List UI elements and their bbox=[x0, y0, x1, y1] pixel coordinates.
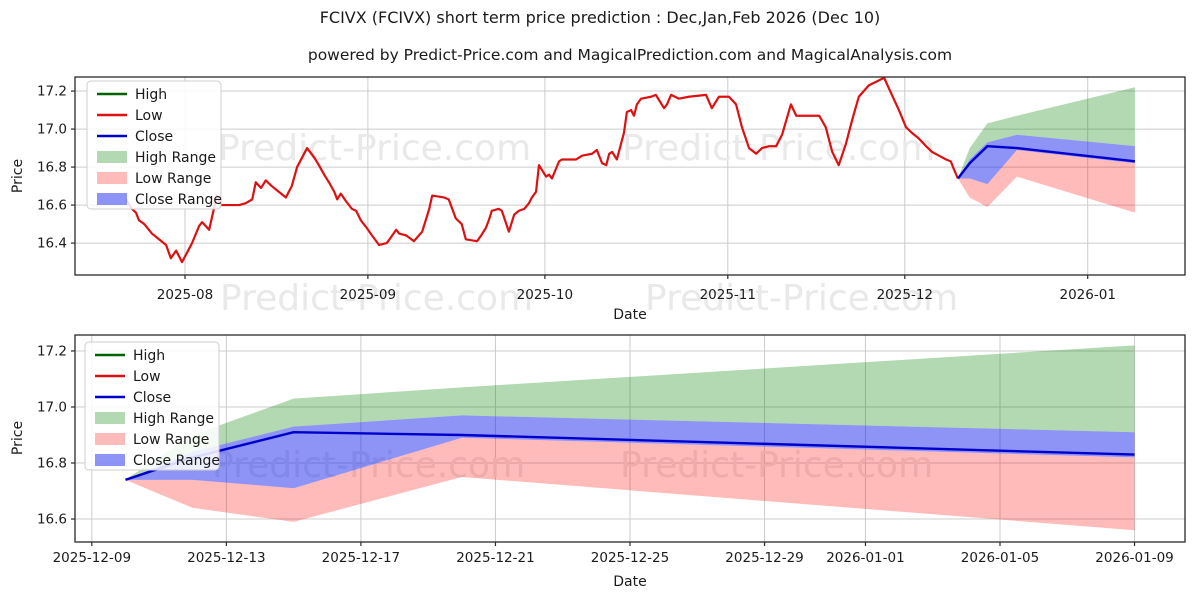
legend-patch-swatch bbox=[97, 193, 127, 205]
legend-item-label: Low bbox=[133, 369, 161, 385]
y-tick-label: 17.2 bbox=[37, 343, 67, 359]
legend-patch-swatch bbox=[97, 172, 127, 184]
x-tick-label: 2025-12-29 bbox=[725, 550, 803, 566]
x-tick-label: 2025-11 bbox=[700, 287, 756, 303]
watermark-text: Predict-Price.com bbox=[212, 445, 525, 486]
legend-item-close: Close bbox=[97, 129, 173, 145]
history-with-forecast-series bbox=[125, 77, 1136, 264]
y-tick-label: 16.4 bbox=[37, 236, 67, 252]
legend-item-high: High bbox=[97, 87, 167, 103]
data-layer bbox=[125, 77, 1136, 531]
watermark-text: Predict-Price.com bbox=[620, 445, 933, 486]
legend-item-label: High bbox=[133, 348, 165, 364]
legend-item-high: High bbox=[95, 348, 165, 364]
legend-item-high-range: High Range bbox=[97, 150, 216, 166]
y-tick-label: 16.8 bbox=[37, 456, 67, 472]
x-tick-label: 2026-01-05 bbox=[961, 550, 1039, 566]
y-tick-label: 16.6 bbox=[37, 512, 67, 528]
watermark-text: Predict-Price.com bbox=[220, 278, 533, 319]
legend-layer: High Low Close High Range Low Range Close Ran… bbox=[84, 80, 222, 471]
legend-item-low-range: Low Range bbox=[95, 432, 209, 448]
low-range-band bbox=[125, 437, 1135, 531]
x-tick-label: 2025-12-17 bbox=[322, 550, 400, 566]
price-axis-label: Price bbox=[10, 159, 26, 193]
watermark-text: Predict-Price.com bbox=[218, 128, 531, 169]
x-tick-label: 2026-01 bbox=[1060, 287, 1116, 303]
low-history-line bbox=[125, 77, 959, 264]
watermark-layer: Predict-Price.com Predict-Price.com Predic… bbox=[212, 128, 958, 486]
legend-item-label: High bbox=[135, 87, 167, 103]
legend: High Low Close High Range Low Range Close Ran… bbox=[86, 80, 222, 210]
high-range-band bbox=[125, 345, 1135, 480]
axes-frame bbox=[74, 76, 1186, 276]
x-tick-label: 2025-09 bbox=[340, 287, 396, 303]
y-tick-label: 17.0 bbox=[37, 399, 67, 415]
figure-title: FCIVX (FCIVX) short term price predictio… bbox=[319, 8, 881, 27]
legend-item-high-range: High Range bbox=[95, 411, 214, 427]
x-tick-label: 2025-12-09 bbox=[53, 550, 131, 566]
legend-item-label: Low Range bbox=[133, 432, 209, 448]
x-tick-label: 2025-12-13 bbox=[187, 550, 265, 566]
forecast-detail-series bbox=[125, 345, 1135, 531]
y-tick-label: 17.0 bbox=[37, 122, 67, 138]
legend-item-close-range: Close Range bbox=[95, 453, 220, 469]
legend-item-label: Low bbox=[135, 108, 163, 124]
legend-item-label: High Range bbox=[135, 150, 216, 166]
x-tick-label: 2025-12-21 bbox=[456, 550, 534, 566]
price-axis-label: Price bbox=[10, 421, 26, 455]
legend-patch-swatch bbox=[95, 433, 125, 445]
legend-box bbox=[84, 341, 220, 471]
legend-item-label: Close bbox=[135, 129, 173, 145]
legend-item-label: Close Range bbox=[133, 453, 220, 469]
legend: High Low Close High Range Low Range Close Ran… bbox=[84, 341, 220, 471]
legend-item-label: High Range bbox=[133, 411, 214, 427]
x-tick-label: 2025-08 bbox=[157, 287, 213, 303]
legend-box bbox=[86, 80, 222, 210]
legend-patch-swatch bbox=[95, 412, 125, 424]
x-tick-label: 2026-01-09 bbox=[1095, 550, 1173, 566]
x-tick-label: 2025-12 bbox=[877, 287, 933, 303]
legend-item-low: Low bbox=[97, 108, 163, 124]
legend-item-low-range: Low Range bbox=[97, 171, 211, 187]
y-tick-label: 16.8 bbox=[37, 160, 67, 176]
close-forecast-line bbox=[956, 144, 1136, 180]
x-tick-label: 2025-12-25 bbox=[591, 550, 669, 566]
watermark-text: Predict-Price.com bbox=[645, 278, 958, 319]
legend-item-close-range: Close Range bbox=[97, 192, 222, 208]
y-tick-label: 17.2 bbox=[37, 84, 67, 100]
legend-item-low: Low bbox=[95, 369, 161, 385]
watermark-text: Predict-Price.com bbox=[622, 128, 935, 169]
legend-item-close: Close bbox=[95, 390, 171, 406]
date-axis-label: Date bbox=[613, 307, 646, 323]
legend-item-label: Close Range bbox=[135, 192, 222, 208]
low-range-band bbox=[957, 149, 1135, 213]
legend-item-label: Close bbox=[133, 390, 171, 406]
y-tick-label: 16.6 bbox=[37, 198, 67, 214]
legend-patch-swatch bbox=[97, 151, 127, 163]
high-range-band bbox=[957, 87, 1135, 179]
x-tick-label: 2025-10 bbox=[517, 287, 573, 303]
date-axis-label: Date bbox=[613, 574, 646, 590]
axis-layer: 2025-08 2025-09 2025-10 2025-11 2025-12 2026-… bbox=[10, 76, 1186, 590]
legend-item-label: Low Range bbox=[135, 171, 211, 187]
x-tick-label: 2026-01-01 bbox=[826, 550, 904, 566]
figure-subtitle: powered by Predict-Price.com and Magical… bbox=[307, 46, 953, 64]
legend-patch-swatch bbox=[95, 454, 125, 466]
